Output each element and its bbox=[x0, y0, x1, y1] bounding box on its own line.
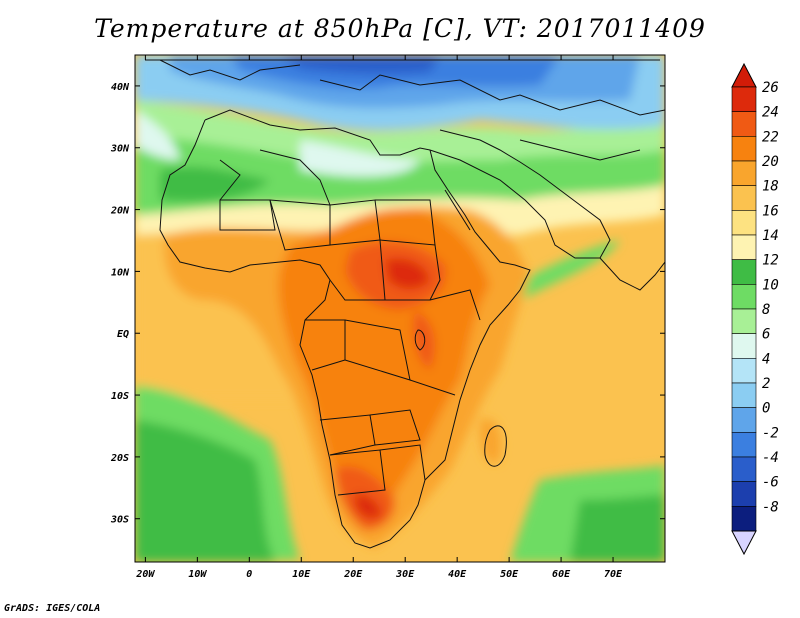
colorbar-swatch bbox=[731, 86, 757, 112]
lat-label: 10S bbox=[111, 391, 129, 402]
colorbar-label: 12 bbox=[762, 253, 779, 269]
map-title: Temperature at 850hPa [C], VT: 201701140… bbox=[94, 14, 706, 43]
plot-frame bbox=[134, 54, 666, 563]
colorbar-label: -6 bbox=[762, 475, 779, 491]
colorbar-label: -2 bbox=[762, 425, 779, 441]
colorbar-label: 6 bbox=[762, 327, 770, 343]
colorbar-swatch bbox=[731, 382, 757, 408]
lon-label: 0 bbox=[246, 569, 252, 580]
longitude-labels: 20W 10W 0 10E 20E 30E 40E 50E 60E 70E bbox=[135, 569, 623, 580]
colorbar-label: 14 bbox=[762, 228, 779, 244]
grads-credit: GrADS: IGES/COLA bbox=[4, 603, 101, 614]
colorbar-swatch bbox=[731, 160, 757, 186]
lat-label: 30S bbox=[110, 515, 129, 526]
colorbar-swatch bbox=[731, 481, 757, 507]
lon-label: 10W bbox=[188, 569, 207, 580]
colorbar-label: 0 bbox=[762, 401, 770, 417]
colorbar-label: 20 bbox=[762, 154, 779, 170]
colorbar-swatch bbox=[731, 432, 757, 458]
lat-label: 10N bbox=[111, 267, 130, 278]
lat-label: 30N bbox=[110, 144, 130, 155]
colorbar-label: 8 bbox=[762, 302, 770, 318]
colorbar-swatch bbox=[731, 111, 757, 137]
latitude-labels: 40N 30N 20N 10N EQ 10S 20S 30S bbox=[110, 82, 130, 526]
lat-label: EQ bbox=[117, 329, 129, 340]
colorbar-swatch bbox=[731, 284, 757, 310]
colorbar-label: 26 bbox=[762, 80, 779, 96]
colorbar-swatch bbox=[731, 308, 757, 334]
colorbar-label: 10 bbox=[762, 277, 779, 293]
colorbar-label: 16 bbox=[762, 203, 779, 219]
temperature-field bbox=[135, 55, 665, 562]
colorbar-label: 18 bbox=[762, 179, 779, 195]
lon-label: 10E bbox=[292, 569, 311, 580]
country-borders bbox=[145, 59, 665, 549]
colorbar-under-arrow bbox=[731, 530, 757, 556]
colorbar-label: 4 bbox=[762, 351, 770, 367]
colorbar-label: 22 bbox=[762, 129, 779, 145]
lon-label: 30E bbox=[395, 569, 415, 580]
colorbar-label: -4 bbox=[762, 450, 779, 466]
axis-ticks bbox=[135, 55, 665, 562]
lon-label: 20W bbox=[135, 569, 155, 580]
lon-label: 40E bbox=[448, 569, 467, 580]
lon-label: 50E bbox=[500, 569, 519, 580]
colorbar-swatch bbox=[731, 358, 757, 384]
colorbar-swatch bbox=[731, 185, 757, 211]
colorbar-swatch bbox=[731, 456, 757, 482]
lat-label: 20S bbox=[110, 453, 129, 464]
lon-label: 20E bbox=[343, 569, 363, 580]
colorbar-swatch bbox=[731, 136, 757, 162]
colorbar-swatch bbox=[731, 333, 757, 359]
colorbar-swatch bbox=[731, 234, 757, 260]
lat-label: 40N bbox=[111, 82, 130, 93]
lat-label: 20N bbox=[110, 206, 130, 217]
lon-label: 60E bbox=[552, 569, 571, 580]
colorbar-swatch bbox=[731, 506, 757, 532]
colorbar-label: 2 bbox=[762, 376, 770, 392]
lon-label: 70E bbox=[604, 569, 623, 580]
colorbar-label: -8 bbox=[762, 499, 779, 515]
colorbar-over-arrow bbox=[731, 62, 757, 88]
colorbar-label: 24 bbox=[762, 105, 779, 121]
colorbar-swatch bbox=[731, 210, 757, 236]
colorbar-swatch bbox=[731, 259, 757, 285]
colorbar-swatch bbox=[731, 407, 757, 433]
